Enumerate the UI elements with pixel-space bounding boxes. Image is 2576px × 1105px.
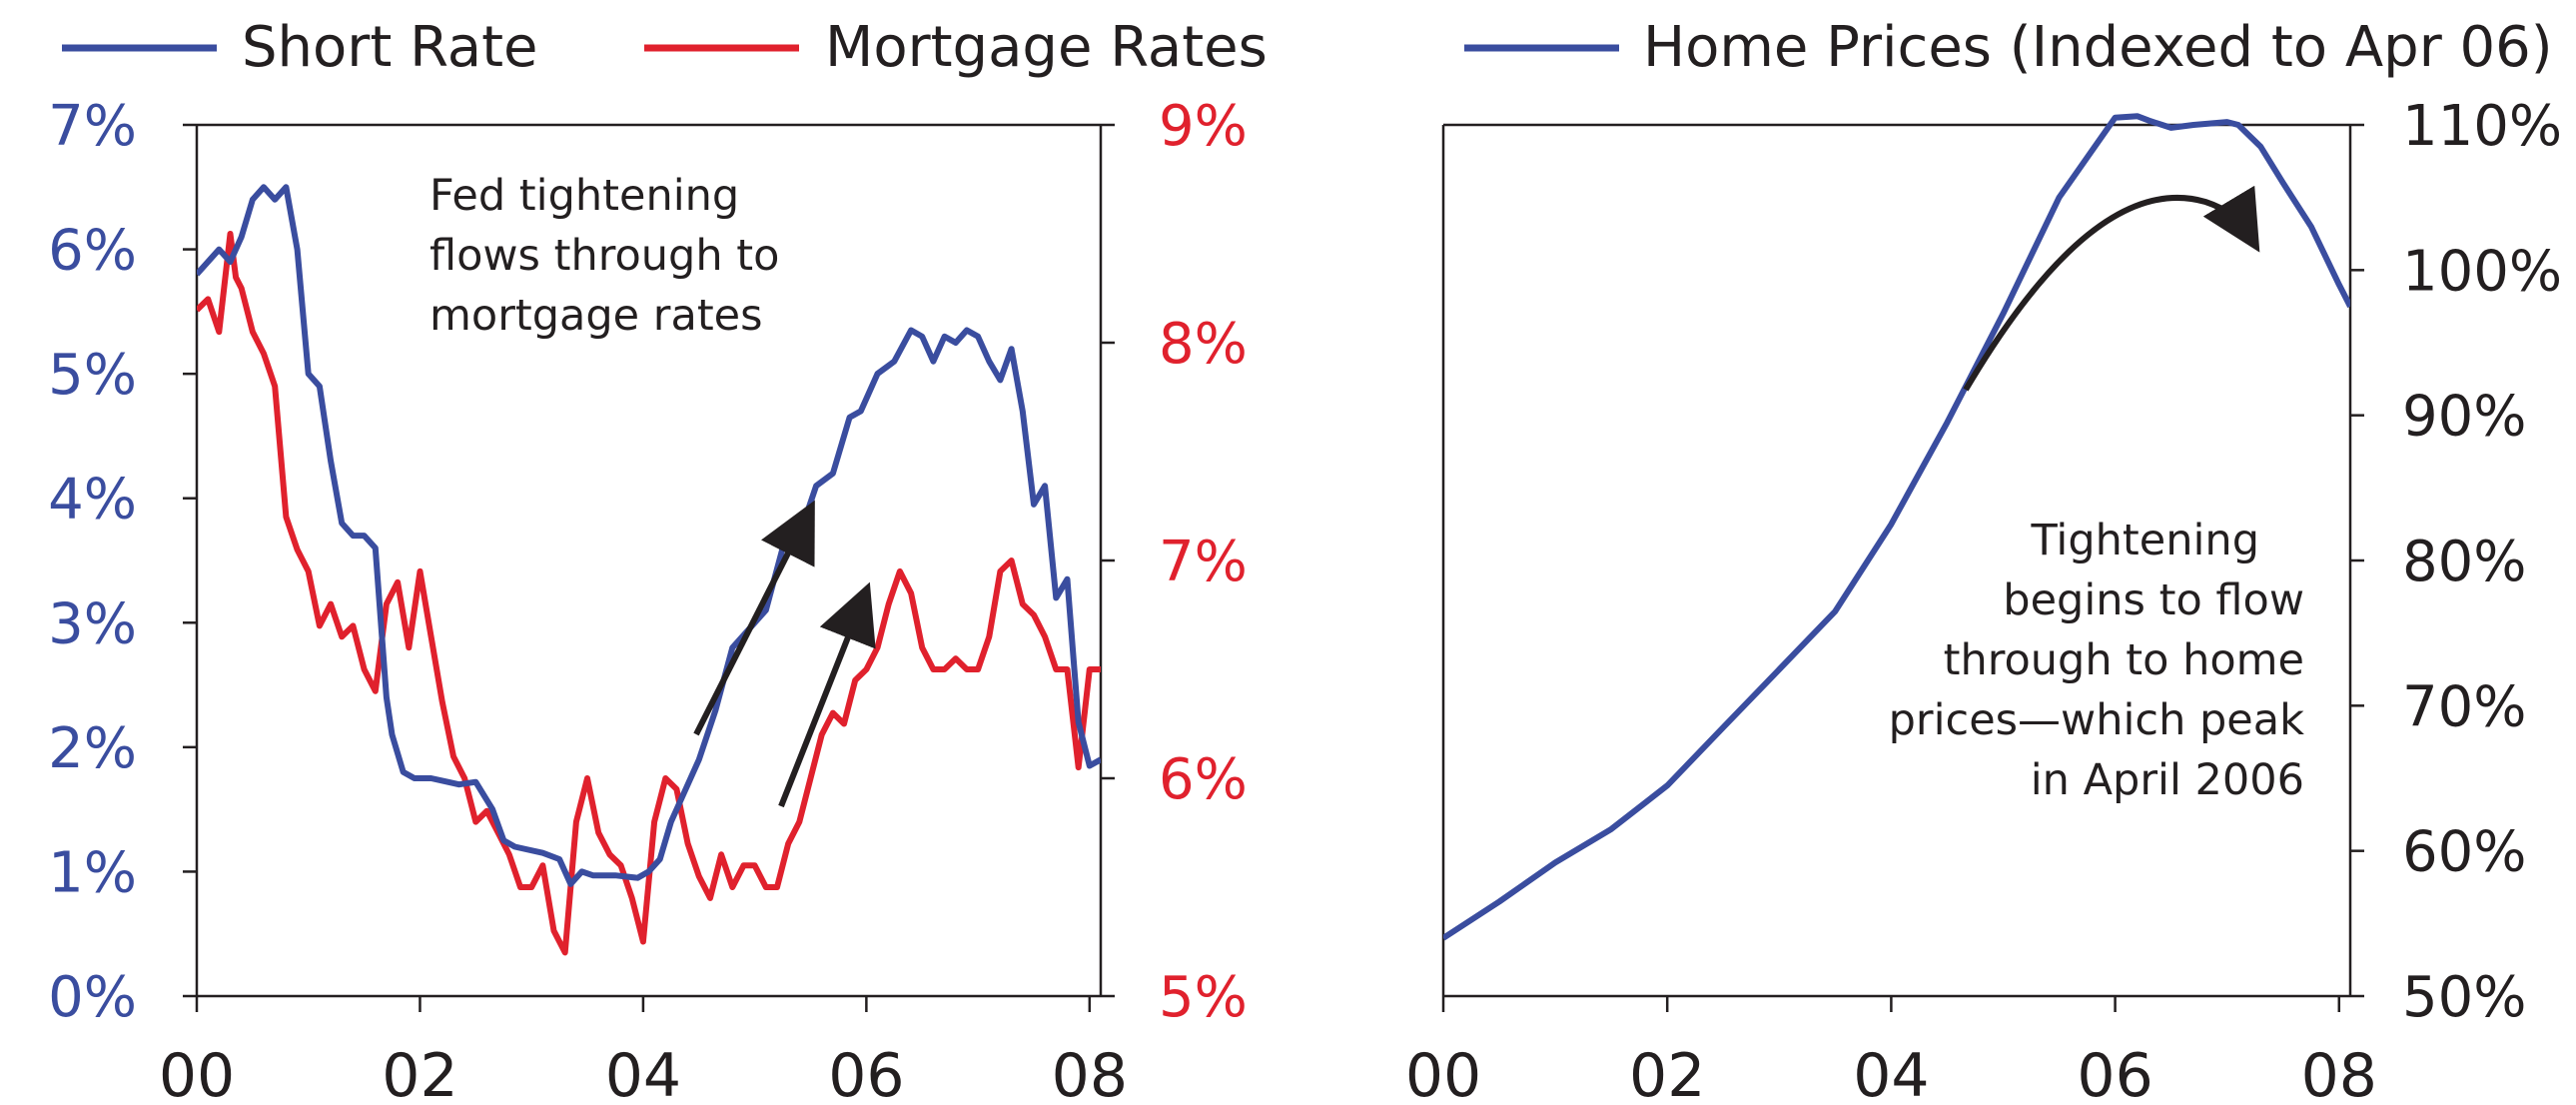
right-x-tick-label: 02 (1629, 1041, 1705, 1105)
right-x-tick-label: 06 (2077, 1041, 2152, 1105)
left-y-tick-label: 6% (48, 219, 137, 284)
legend-label-mortgage: Mortgage Rates (825, 15, 1268, 80)
left-legend: Short Rate Mortgage Rates (62, 15, 1268, 80)
right-x-tick-label: 08 (2301, 1041, 2377, 1105)
legend-label-short-rate: Short Rate (242, 15, 538, 80)
right-y-tick-label: 100% (2402, 239, 2562, 304)
right-y-tick-label: 60% (2402, 820, 2526, 885)
left-x-tick-label: 08 (1052, 1041, 1128, 1105)
left-x-tick-label: 06 (828, 1041, 904, 1105)
right-x-tick-label: 00 (1405, 1041, 1481, 1105)
left-y-tick-label: 7% (48, 94, 137, 159)
right-legend: Home Prices (Indexed to Apr 06) (1464, 15, 2553, 80)
left-y-tick-label: 3% (48, 591, 137, 656)
left-annotation-line-1: Fed tightening (429, 171, 739, 221)
left-arrow-mortgage (778, 581, 876, 808)
series-mortgage-rates-line (197, 231, 1101, 956)
left-chart: 0% 1% 2% 3% 4% 5% 6% 7% 5% 6% 7% 8% 9% 00 02 04 06 08 F… (48, 94, 1248, 1105)
right-x-tick-label: 04 (1853, 1041, 1929, 1105)
right-y-tick-label: 50% (2402, 965, 2526, 1030)
left-y-tick-label: 0% (48, 965, 137, 1030)
right-annotation-line-2: begins to flow (2003, 575, 2304, 625)
right-y-tick-label: 80% (2402, 530, 2526, 594)
left-y-tick-label: 5% (48, 343, 137, 408)
right-annotation-line-1: Tightening (2030, 516, 2259, 565)
series-home-prices-line (1443, 113, 2350, 941)
left-x-tick-label: 02 (382, 1041, 457, 1105)
left-annotation-line-2: flows through to (429, 231, 779, 281)
right-annotation-line-4: prices—which peak (1889, 695, 2304, 745)
left-y-tick-label: 2% (48, 716, 137, 781)
right-annotation-line-5: in April 2006 (2031, 755, 2304, 805)
right-y-tick-label: 110% (2402, 94, 2562, 159)
left-x-tick-label: 04 (605, 1041, 681, 1105)
left-right-y-tick-label: 6% (1159, 747, 1248, 812)
right-arrow-curved (1963, 185, 2260, 392)
left-y-tick-label: 1% (48, 840, 137, 905)
legend-label-home-prices: Home Prices (Indexed to Apr 06) (1643, 15, 2553, 80)
left-right-y-tick-label: 9% (1159, 94, 1248, 159)
left-y-tick-label: 4% (48, 468, 137, 533)
left-arrow-short-rate (693, 500, 815, 736)
series-short-rate-line (197, 184, 1101, 887)
left-right-y-tick-label: 7% (1159, 530, 1248, 594)
left-right-y-tick-label: 5% (1159, 965, 1248, 1030)
right-chart: 50% 60% 70% 80% 90% 100% 110% 00 02 04 06 08 Tight… (1405, 94, 2562, 1105)
right-annotation-line-3: through to home (1944, 635, 2304, 685)
left-right-y-tick-label: 8% (1159, 312, 1248, 377)
right-y-tick-label: 70% (2402, 674, 2526, 739)
left-x-tick-label: 00 (159, 1041, 235, 1105)
left-annotation-line-3: mortgage rates (429, 291, 763, 341)
right-y-tick-label: 90% (2402, 385, 2526, 450)
